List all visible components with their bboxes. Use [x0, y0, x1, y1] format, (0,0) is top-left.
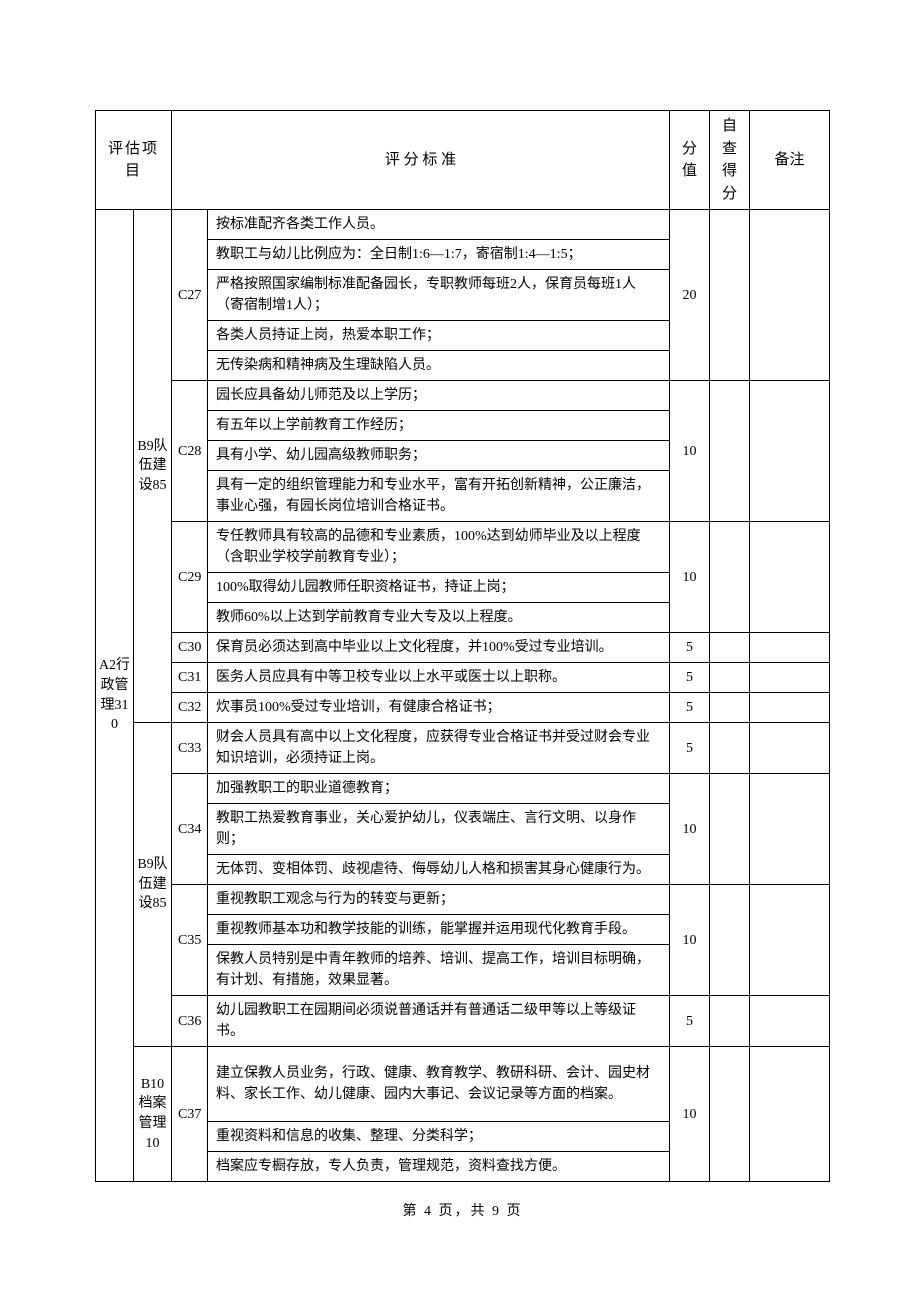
criteria-text: 加强教职工的职业道德教育； — [208, 774, 670, 804]
table-row: C31 医务人员应具有中等卫校专业以上水平或医士以上职称。 5 — [96, 663, 830, 693]
self-score-cell — [710, 633, 750, 663]
row-score: 5 — [670, 663, 710, 693]
table-row: B9队伍建设85 C33 财会人员具有高中以上文化程度，应获得专业合格证书并受过… — [96, 723, 830, 774]
table-row: C32 炊事员100%受过专业培训，有健康合格证书； 5 — [96, 693, 830, 723]
evaluation-table: 评估项目 评 分 标 准 分值 自查得分 备注 A2行政管理310 B9队伍建设… — [95, 110, 830, 1182]
row-code: C33 — [172, 723, 208, 774]
col-b-subcategory: B10档案管理10 — [134, 1047, 172, 1182]
row-code: C30 — [172, 633, 208, 663]
header-score: 分值 — [670, 111, 710, 210]
self-score-cell — [710, 1047, 750, 1182]
criteria-text: 无体罚、变相体罚、歧视虐待、侮辱幼儿人格和损害其身心健康行为。 — [208, 855, 670, 885]
self-score-cell — [710, 693, 750, 723]
remark-cell — [750, 774, 830, 885]
row-score: 5 — [670, 723, 710, 774]
criteria-text: 按标准配齐各类工作人员。 — [208, 210, 670, 240]
row-code: C27 — [172, 210, 208, 381]
criteria-text: 档案应专橱存放，专人负责，管理规范，资料查找方便。 — [208, 1152, 670, 1182]
criteria-text: 各类人员持证上岗，热爱本职工作； — [208, 321, 670, 351]
criteria-text: 建立保教人员业务，行政、健康、教育教学、教研科研、会计、园史材料、家长工作、幼儿… — [208, 1047, 670, 1122]
criteria-text: 无传染病和精神病及生理缺陷人员。 — [208, 351, 670, 381]
criteria-text: 具有小学、幼儿园高级教师职务； — [208, 441, 670, 471]
row-code: C32 — [172, 693, 208, 723]
table-row: C28 园长应具备幼儿师范及以上学历； 10 — [96, 381, 830, 411]
header-remark: 备注 — [750, 111, 830, 210]
row-code: C28 — [172, 381, 208, 522]
header-eval-item: 评估项目 — [96, 111, 172, 210]
remark-cell — [750, 885, 830, 996]
header-self-score: 自查得分 — [710, 111, 750, 210]
self-score-cell — [710, 381, 750, 522]
self-score-cell — [710, 210, 750, 381]
row-score: 5 — [670, 996, 710, 1047]
criteria-text: 重视教师基本功和教学技能的训练，能掌握并运用现代化教育手段。 — [208, 915, 670, 945]
page-container: 评估项目 评 分 标 准 分值 自查得分 备注 A2行政管理310 B9队伍建设… — [0, 0, 920, 1260]
row-score: 10 — [670, 885, 710, 996]
self-score-cell — [710, 885, 750, 996]
row-score: 10 — [670, 381, 710, 522]
remark-cell — [750, 633, 830, 663]
row-score: 5 — [670, 693, 710, 723]
criteria-text: 教师60%以上达到学前教育专业大专及以上程度。 — [208, 603, 670, 633]
header-criteria: 评 分 标 准 — [172, 111, 670, 210]
self-score-cell — [710, 723, 750, 774]
row-score: 10 — [670, 1047, 710, 1182]
table-row: C35 重视教职工观念与行为的转变与更新； 10 — [96, 885, 830, 915]
table-row: C30 保育员必须达到高中毕业以上文化程度，并100%受过专业培训。 5 — [96, 633, 830, 663]
remark-cell — [750, 210, 830, 381]
criteria-text: 保教人员特别是中青年教师的培养、培训、提高工作，培训目标明确，有计划、有措施，效… — [208, 945, 670, 996]
criteria-text: 重视资料和信息的收集、整理、分类科学； — [208, 1122, 670, 1152]
criteria-text: 具有一定的组织管理能力和专业水平，富有开拓创新精神，公正廉洁，事业心强，有园长岗… — [208, 471, 670, 522]
criteria-text: 财会人员具有高中以上文化程度，应获得专业合格证书并受过财会专业知识培训，必须持证… — [208, 723, 670, 774]
criteria-text: 医务人员应具有中等卫校专业以上水平或医士以上职称。 — [208, 663, 670, 693]
remark-cell — [750, 381, 830, 522]
remark-cell — [750, 522, 830, 633]
remark-cell — [750, 1047, 830, 1182]
row-code: C31 — [172, 663, 208, 693]
table-row: C29 专任教师具有较高的品德和专业素质，100%达到幼师毕业及以上程度（含职业… — [96, 522, 830, 573]
col-a-category: A2行政管理310 — [96, 210, 134, 1182]
criteria-text: 幼儿园教职工在园期间必须说普通话并有普通话二级甲等以上等级证书。 — [208, 996, 670, 1047]
remark-cell — [750, 723, 830, 774]
table-row: C36 幼儿园教职工在园期间必须说普通话并有普通话二级甲等以上等级证书。 5 — [96, 996, 830, 1047]
remark-cell — [750, 693, 830, 723]
self-score-cell — [710, 996, 750, 1047]
row-code: C29 — [172, 522, 208, 633]
criteria-text: 教职工与幼儿比例应为：全日制1:6—1:7，寄宿制1:4—1:5； — [208, 240, 670, 270]
criteria-text: 教职工热爱教育事业，关心爱护幼儿，仪表端庄、言行文明、以身作则； — [208, 804, 670, 855]
criteria-text: 100%取得幼儿园教师任职资格证书，持证上岗； — [208, 573, 670, 603]
col-b-subcategory: B9队伍建设85 — [134, 210, 172, 723]
table-row: C34 加强教职工的职业道德教育； 10 — [96, 774, 830, 804]
row-code: C35 — [172, 885, 208, 996]
criteria-text: 专任教师具有较高的品德和专业素质，100%达到幼师毕业及以上程度（含职业学校学前… — [208, 522, 670, 573]
table-row: A2行政管理310 B9队伍建设85 C27 按标准配齐各类工作人员。 20 — [96, 210, 830, 240]
page-footer: 第 4 页，共 9 页 — [95, 1182, 830, 1220]
row-score: 5 — [670, 633, 710, 663]
table-row: B10档案管理10 C37 建立保教人员业务，行政、健康、教育教学、教研科研、会… — [96, 1047, 830, 1122]
self-score-cell — [710, 774, 750, 885]
col-b-subcategory: B9队伍建设85 — [134, 723, 172, 1047]
self-score-cell — [710, 522, 750, 633]
row-code: C34 — [172, 774, 208, 885]
criteria-text: 有五年以上学前教育工作经历； — [208, 411, 670, 441]
criteria-text: 严格按照国家编制标准配备园长，专职教师每班2人，保育员每班1人（寄宿制增1人）； — [208, 270, 670, 321]
remark-cell — [750, 663, 830, 693]
remark-cell — [750, 996, 830, 1047]
row-score: 20 — [670, 210, 710, 381]
criteria-text: 炊事员100%受过专业培训，有健康合格证书； — [208, 693, 670, 723]
criteria-text: 重视教职工观念与行为的转变与更新； — [208, 885, 670, 915]
row-score: 10 — [670, 774, 710, 885]
criteria-text: 园长应具备幼儿师范及以上学历； — [208, 381, 670, 411]
self-score-cell — [710, 663, 750, 693]
row-code: C37 — [172, 1047, 208, 1182]
header-row: 评估项目 评 分 标 准 分值 自查得分 备注 — [96, 111, 830, 210]
row-code: C36 — [172, 996, 208, 1047]
row-score: 10 — [670, 522, 710, 633]
criteria-text: 保育员必须达到高中毕业以上文化程度，并100%受过专业培训。 — [208, 633, 670, 663]
